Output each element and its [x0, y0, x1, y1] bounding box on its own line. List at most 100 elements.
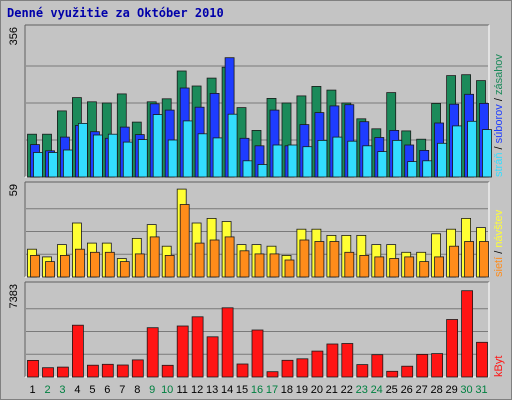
- bar-kByt-18: [281, 359, 294, 378]
- x-tick-label-12: 12: [191, 384, 203, 396]
- bar-siet-8: [134, 253, 145, 278]
- right-axis-label: stráň / súborov / zásahov: [493, 54, 505, 177]
- bar-kByt-13: [206, 336, 219, 378]
- bar-str-21: [332, 136, 343, 178]
- bar-kByt-25: [386, 370, 399, 378]
- x-tick-label-7: 7: [119, 384, 125, 396]
- bar-str-5: [93, 134, 103, 178]
- x-tick-label-16: 16: [251, 384, 263, 396]
- x-tick-label-28: 28: [430, 384, 442, 396]
- x-tick-label-30: 30: [460, 384, 472, 396]
- x-tick-label-26: 26: [401, 384, 413, 396]
- bar-str-4: [78, 123, 88, 178]
- bar-str-14: [227, 113, 238, 178]
- bar-kByt-11: [176, 325, 189, 378]
- bar-siet-3: [60, 254, 70, 278]
- bar-kByt-9: [146, 327, 159, 378]
- x-tick-label-6: 6: [104, 384, 110, 396]
- bar-siet-10: [164, 254, 175, 278]
- x-tick-label-17: 17: [266, 384, 278, 396]
- bar-siet-11: [179, 204, 190, 278]
- bar-kByt-26: [401, 365, 414, 378]
- bar-str-26: [407, 161, 418, 178]
- bar-kByt-1: [27, 359, 39, 378]
- bar-siet-14: [224, 236, 235, 278]
- bar-kByt-20: [311, 350, 324, 378]
- bar-str-6: [107, 133, 118, 178]
- bar-siet-2: [45, 261, 55, 278]
- x-tick-label-20: 20: [311, 384, 323, 396]
- legend-stráň: stráň: [493, 153, 505, 177]
- bar-kByt-4: [72, 324, 84, 378]
- bar-str-30: [467, 120, 478, 178]
- bar-siet-25: [389, 258, 400, 278]
- x-tick-label-21: 21: [326, 384, 338, 396]
- bar-kByt-31: [476, 341, 488, 378]
- x-tick-label-8: 8: [134, 384, 140, 396]
- bar-siet-17: [269, 253, 280, 278]
- x-tick-label-23: 23: [356, 384, 368, 396]
- legend-separator: /: [493, 143, 505, 152]
- y-max-label: 7383: [8, 284, 20, 308]
- bar-siet-22: [344, 251, 355, 278]
- bar-str-7: [122, 141, 133, 178]
- bar-siet-23: [359, 254, 370, 278]
- bar-siet-16: [254, 253, 265, 278]
- legend-separator: /: [493, 95, 505, 104]
- x-tick-label-25: 25: [386, 384, 398, 396]
- bar-str-17: [272, 144, 283, 178]
- bar-str-16: [257, 164, 268, 178]
- bar-kByt-8: [131, 359, 144, 378]
- bar-siet-29: [449, 245, 460, 278]
- bar-str-25: [392, 139, 403, 178]
- bar-siet-26: [404, 256, 415, 278]
- bar-kByt-6: [101, 363, 114, 378]
- bar-kByt-28: [431, 353, 444, 378]
- bar-siet-9: [149, 236, 160, 278]
- x-tick-label-14: 14: [221, 384, 233, 396]
- x-tick-label-1: 1: [29, 384, 35, 396]
- bar-str-23: [362, 145, 373, 178]
- x-tick-label-31: 31: [475, 384, 487, 396]
- bar-kByt-27: [416, 353, 429, 378]
- x-tick-label-22: 22: [341, 384, 353, 396]
- bar-siet-18: [284, 259, 295, 278]
- x-tick-label-3: 3: [59, 384, 65, 396]
- bar-str-2: [48, 152, 58, 178]
- bar-str-18: [287, 144, 298, 178]
- legend-sietí: sietí: [493, 257, 505, 277]
- bar-str-28: [437, 142, 448, 178]
- bar-kByt-19: [296, 358, 309, 378]
- x-tick-label-5: 5: [89, 384, 95, 396]
- x-tick-label-4: 4: [74, 384, 80, 396]
- y-max-label: 59: [8, 184, 20, 196]
- legend-separator: /: [493, 248, 505, 257]
- bar-str-24: [377, 151, 388, 178]
- bar-kByt-24: [371, 354, 384, 378]
- bar-kByt-21: [326, 343, 339, 378]
- x-tick-label-18: 18: [281, 384, 293, 396]
- bar-kByt-5: [87, 364, 99, 378]
- x-tick-label-19: 19: [296, 384, 308, 396]
- bar-siet-24: [374, 256, 385, 278]
- bar-str-19: [302, 146, 313, 178]
- bar-siet-21: [329, 241, 340, 278]
- bar-kByt-30: [461, 290, 474, 378]
- bar-siet-1: [30, 254, 40, 278]
- bar-str-9: [152, 114, 163, 178]
- bar-kByt-22: [341, 343, 354, 378]
- bar-siet-28: [434, 256, 445, 278]
- x-tick-label-15: 15: [236, 384, 248, 396]
- bar-siet-12: [194, 242, 205, 278]
- bar-str-3: [63, 149, 73, 178]
- bar-kByt-17: [266, 371, 279, 378]
- bar-siet-7: [119, 261, 130, 278]
- bar-kByt-12: [191, 316, 204, 378]
- bar-str-15: [242, 160, 253, 178]
- bar-siet-15: [239, 250, 250, 278]
- legend-zásahov: zásahov: [493, 54, 505, 95]
- bar-siet-4: [75, 248, 85, 278]
- x-tick-label-13: 13: [206, 384, 218, 396]
